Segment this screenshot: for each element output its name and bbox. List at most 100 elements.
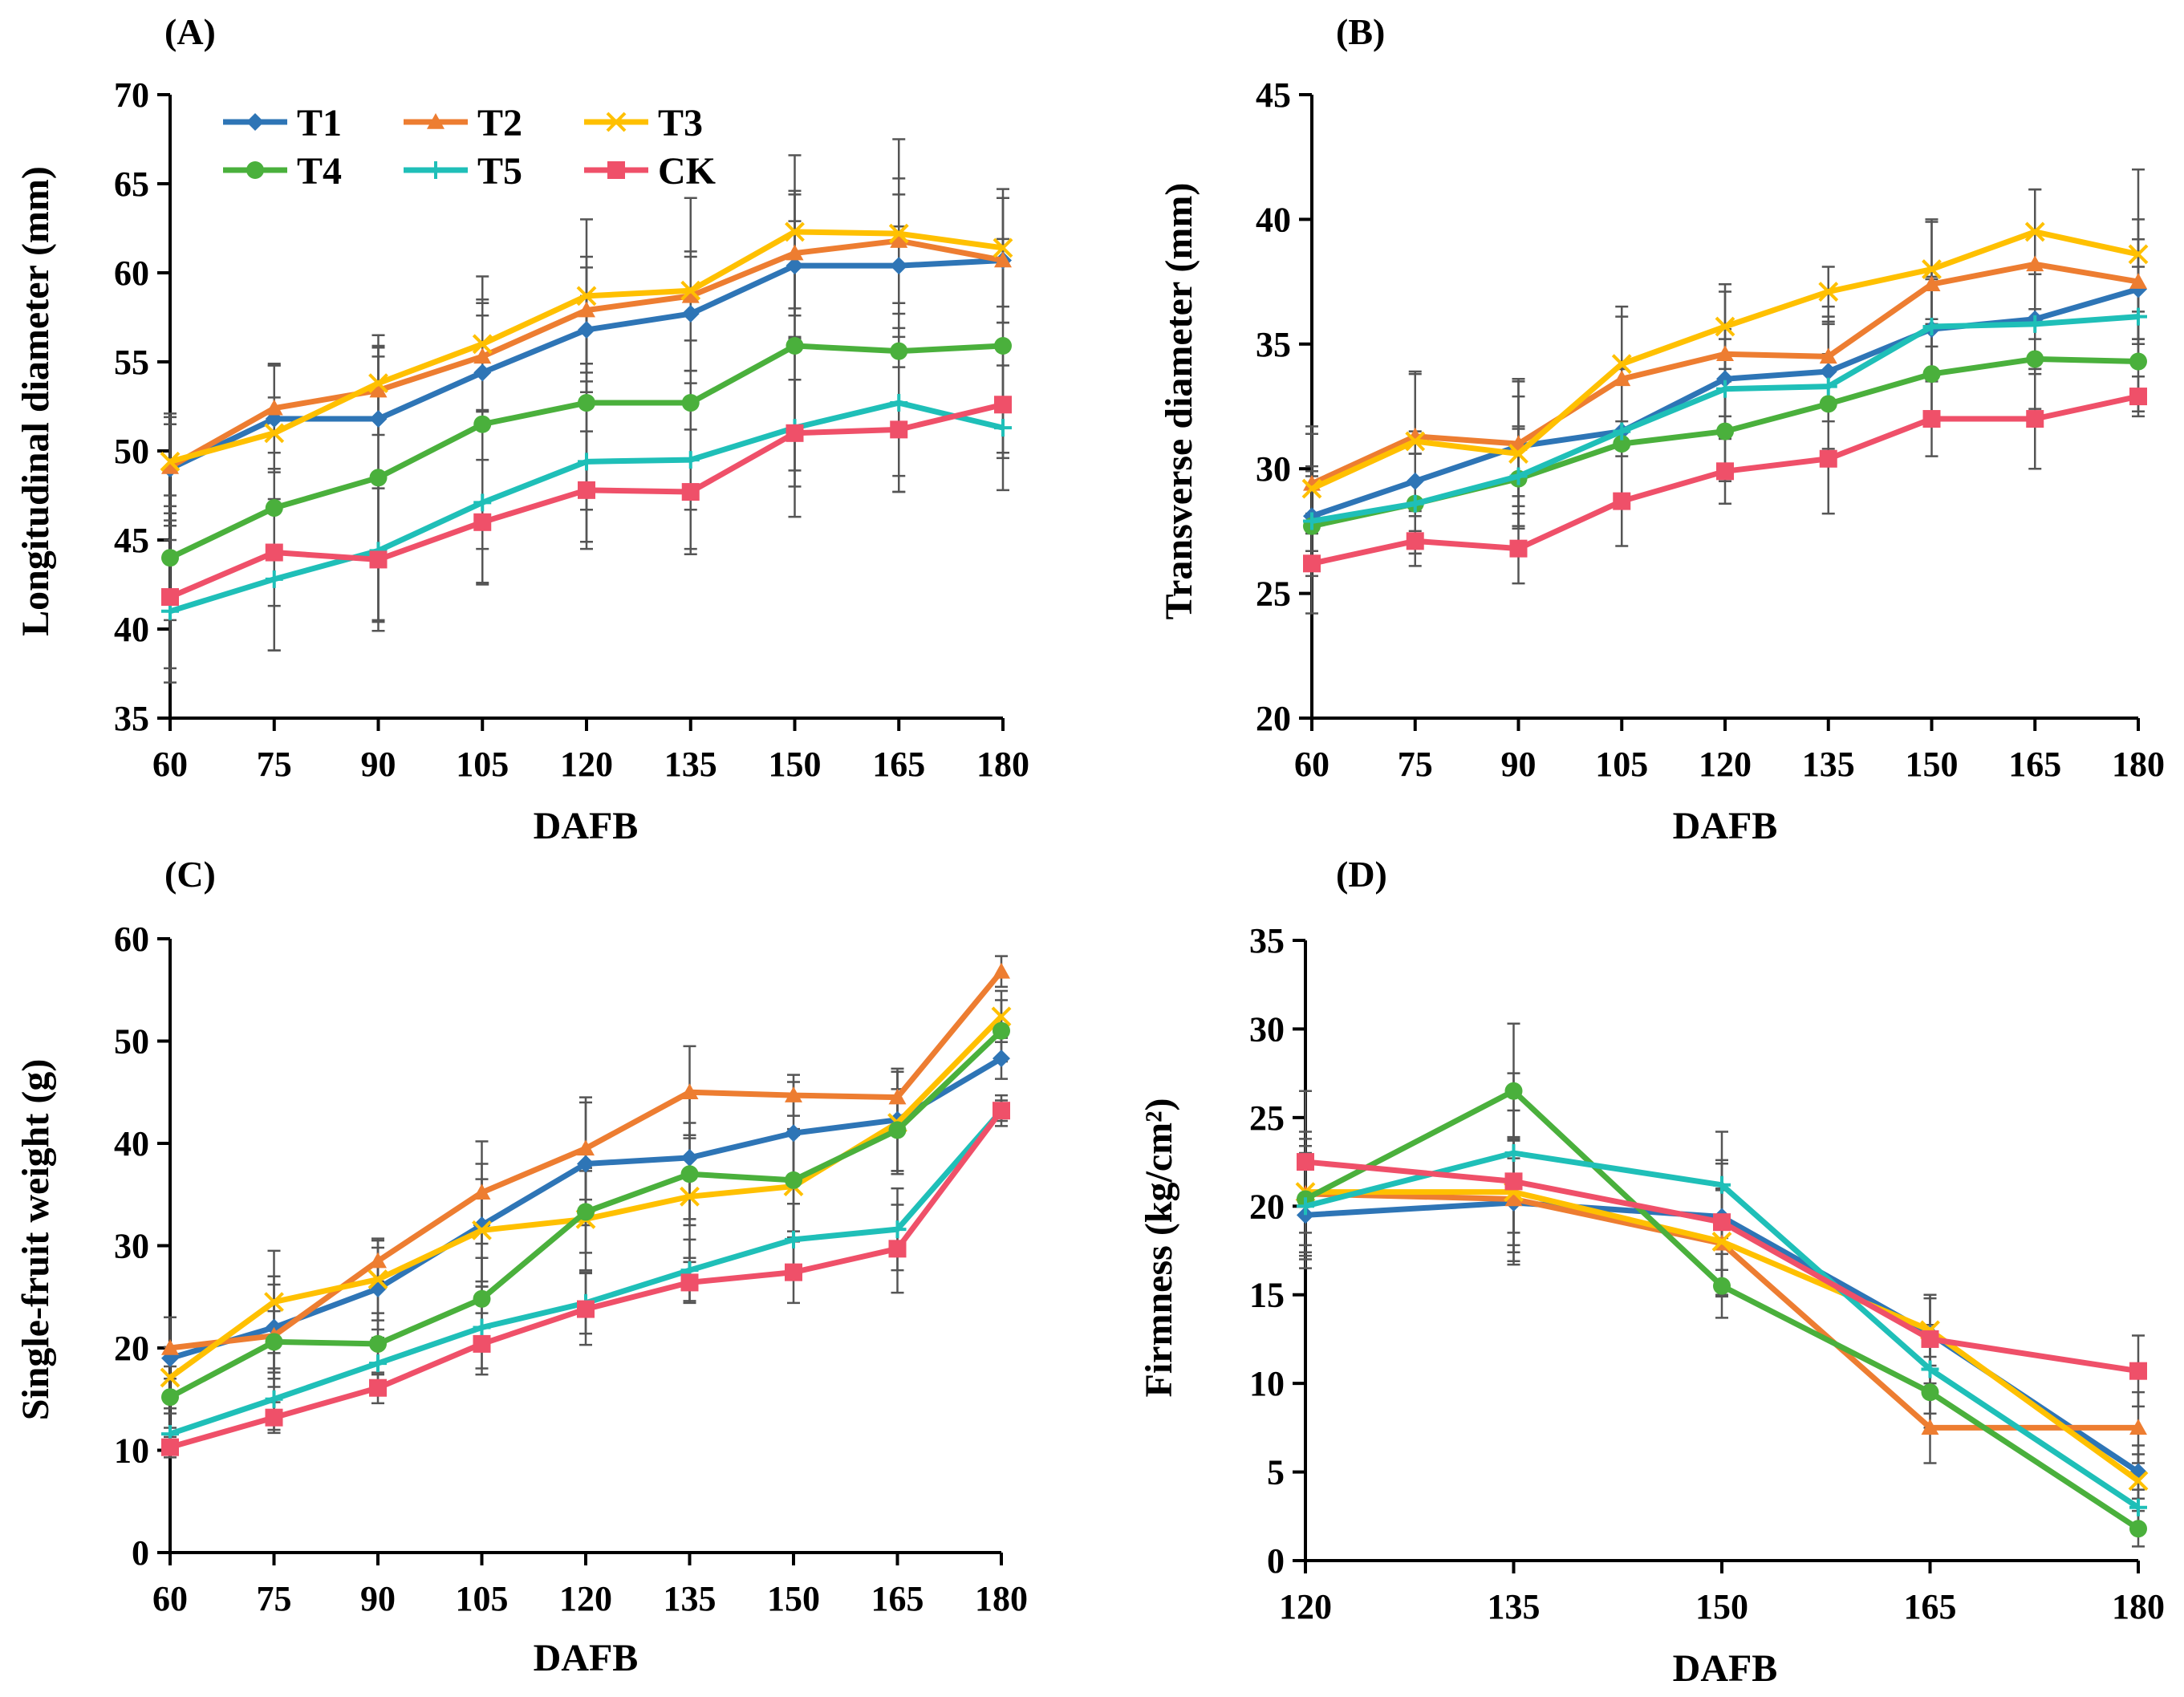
data-point-t3 bbox=[1611, 354, 1632, 375]
data-point-t1 bbox=[369, 410, 388, 428]
y-tick-label-c: 50 bbox=[114, 1022, 149, 1062]
legend-label-t3: T3 bbox=[658, 102, 703, 144]
y-tick-label-d: 25 bbox=[1249, 1098, 1285, 1138]
data-point-t4 bbox=[680, 1165, 699, 1183]
y-tick-label-d: 10 bbox=[1249, 1364, 1285, 1403]
x-tick-label-a: 120 bbox=[560, 745, 613, 784]
data-point-t4 bbox=[890, 342, 908, 360]
data-point-t1 bbox=[785, 1124, 802, 1143]
data-point-t3 bbox=[1508, 444, 1528, 464]
data-point-t5 bbox=[473, 1318, 491, 1337]
data-point-ck bbox=[994, 396, 1012, 414]
data-point-ck bbox=[1613, 492, 1631, 510]
x-tick-label-d: 165 bbox=[1904, 1587, 1957, 1626]
data-point-t4 bbox=[2129, 352, 2147, 371]
x-tick-label-c: 90 bbox=[360, 1579, 396, 1618]
data-point-t2 bbox=[1819, 347, 1837, 364]
data-point-t5 bbox=[265, 570, 283, 588]
data-point-t5 bbox=[578, 453, 595, 471]
data-point-t4 bbox=[1713, 1277, 1731, 1295]
data-point-t4 bbox=[1716, 422, 1734, 440]
data-point-t2 bbox=[1504, 1190, 1523, 1207]
data-point-t2 bbox=[1613, 370, 1631, 387]
data-point-t5 bbox=[265, 1390, 283, 1408]
data-point-t1 bbox=[577, 1155, 595, 1173]
data-point-ck bbox=[1922, 410, 1941, 428]
data-point-t3 bbox=[576, 286, 597, 307]
data-point-t3 bbox=[680, 280, 701, 301]
x-tick-label-d: 150 bbox=[1695, 1587, 1748, 1626]
data-point-t3 bbox=[160, 451, 181, 472]
data-point-t2 bbox=[578, 301, 595, 318]
data-point-t5 bbox=[1504, 1144, 1523, 1163]
data-point-t4 bbox=[265, 499, 283, 518]
data-point-t4 bbox=[2026, 350, 2044, 368]
y-axis-title-d: Firmness (kg/cm²) bbox=[1138, 1098, 1180, 1398]
legend-marker-t4 bbox=[246, 161, 264, 179]
y-tick-label-a: 50 bbox=[114, 432, 149, 471]
data-point-t3 bbox=[785, 221, 805, 242]
data-point-t3 bbox=[472, 334, 493, 355]
legend-marker-ck bbox=[607, 161, 625, 179]
data-point-t5 bbox=[1713, 1175, 1731, 1194]
data-point-t3 bbox=[368, 373, 388, 394]
data-point-ck bbox=[369, 1378, 387, 1397]
data-point-t2 bbox=[1922, 275, 1941, 292]
data-point-t5 bbox=[785, 1230, 802, 1248]
data-point-t1 bbox=[1716, 370, 1734, 388]
legend-marker-t5 bbox=[427, 161, 445, 179]
data-point-ck bbox=[161, 1438, 179, 1456]
y-tick-label-b: 45 bbox=[1256, 75, 1291, 115]
data-point-t5 bbox=[1509, 467, 1528, 485]
legend-label-t2: T2 bbox=[477, 102, 522, 144]
y-axis-title-b: Transverse diameter (mm) bbox=[1158, 183, 1200, 620]
data-point-t1 bbox=[578, 321, 595, 339]
data-point-ck bbox=[681, 483, 700, 501]
data-point-t2 bbox=[888, 1088, 907, 1105]
y-tick-label-d: 35 bbox=[1249, 921, 1285, 960]
data-point-ck bbox=[1713, 1213, 1731, 1232]
data-point-t5 bbox=[1922, 318, 1941, 336]
data-point-t3 bbox=[2024, 221, 2045, 242]
data-point-t4 bbox=[578, 394, 595, 412]
data-point-t3 bbox=[472, 1220, 492, 1240]
y-tick-label-a: 55 bbox=[114, 343, 149, 382]
panel-label-c: (C) bbox=[164, 854, 216, 895]
data-point-ck bbox=[161, 588, 179, 607]
data-point-t3 bbox=[1715, 316, 1735, 337]
x-tick-label-a: 60 bbox=[152, 745, 188, 784]
data-point-t2 bbox=[473, 1183, 491, 1200]
data-point-ck bbox=[369, 550, 388, 569]
data-point-t4 bbox=[994, 337, 1012, 355]
y-tick-label-c: 10 bbox=[114, 1431, 149, 1471]
x-tick-label-d: 180 bbox=[2112, 1587, 2165, 1626]
x-tick-label-a: 75 bbox=[257, 745, 292, 784]
data-point-ck bbox=[265, 543, 283, 562]
y-tick-label-d: 5 bbox=[1267, 1453, 1285, 1492]
data-point-t5 bbox=[1921, 1360, 1939, 1378]
data-point-t5 bbox=[681, 451, 700, 469]
y-tick-label-c: 20 bbox=[114, 1329, 149, 1368]
data-point-t3 bbox=[1301, 478, 1322, 499]
data-point-ck bbox=[265, 1408, 283, 1427]
data-point-t3 bbox=[264, 423, 285, 444]
y-axis-title-a: Longitudinal diameter (mm) bbox=[14, 166, 57, 636]
x-tick-label-a: 90 bbox=[361, 745, 396, 784]
x-tick-label-b: 165 bbox=[2008, 745, 2061, 784]
data-point-t1 bbox=[680, 1148, 699, 1167]
data-point-t4 bbox=[577, 1203, 595, 1221]
data-point-t5 bbox=[1819, 377, 1837, 396]
data-point-t1 bbox=[681, 305, 700, 323]
data-point-t1 bbox=[1297, 1206, 1314, 1224]
y-tick-label-a: 35 bbox=[114, 699, 149, 738]
data-point-t4 bbox=[1921, 1383, 1939, 1402]
data-point-ck bbox=[890, 420, 908, 439]
panel-a: (A) Longitudinal diameter (mm) DAFB 35 40… bbox=[14, 11, 1029, 847]
data-point-ck bbox=[1303, 554, 1321, 573]
data-point-t4 bbox=[681, 394, 700, 412]
x-tick-label-b: 105 bbox=[1595, 745, 1648, 784]
x-tick-label-d: 135 bbox=[1488, 1587, 1541, 1626]
data-point-t3 bbox=[367, 1269, 388, 1289]
y-tick-label-d: 20 bbox=[1249, 1187, 1285, 1226]
data-point-t2 bbox=[265, 399, 283, 416]
